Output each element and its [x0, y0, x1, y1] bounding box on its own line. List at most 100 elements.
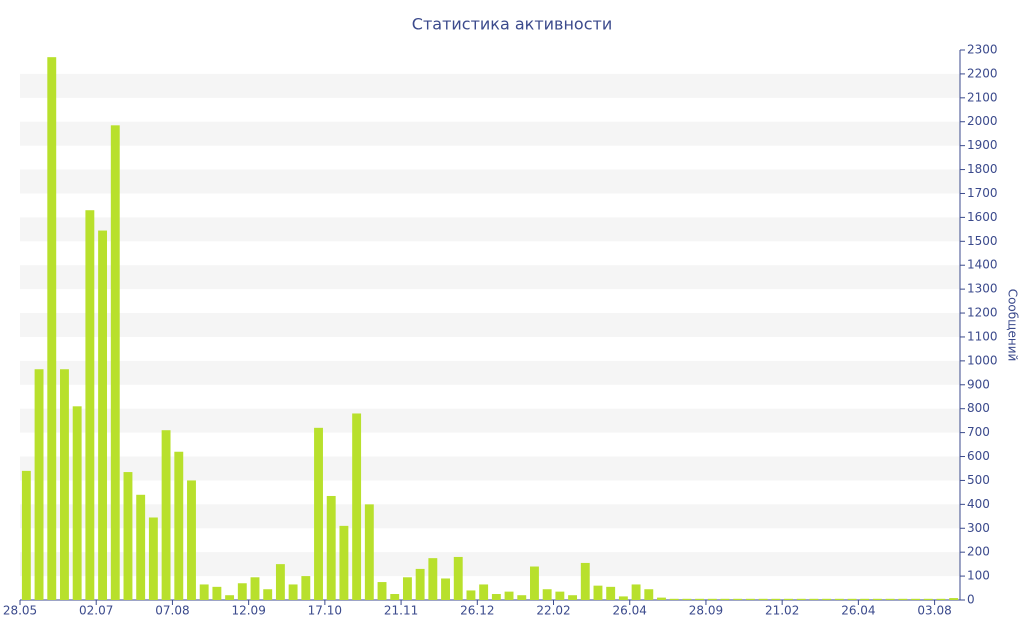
- bar: [288, 584, 298, 600]
- bar: [110, 125, 120, 601]
- bar: [707, 598, 717, 600]
- y-tick-label: 800: [967, 401, 990, 415]
- y-tick-label: 1100: [967, 329, 998, 343]
- bar: [85, 210, 95, 600]
- bar: [644, 589, 654, 600]
- y-tick-label: 1200: [967, 306, 998, 320]
- y-axis-label: Сообщений: [1006, 289, 1020, 362]
- bar: [847, 598, 857, 600]
- y-tick-label: 1900: [967, 138, 998, 152]
- bar: [555, 591, 565, 600]
- bar: [148, 517, 158, 600]
- grid-band: [20, 552, 960, 577]
- bar: [466, 590, 476, 600]
- y-tick-label: 1000: [967, 353, 998, 367]
- y-tick-label: 2100: [967, 90, 998, 104]
- bar: [669, 598, 679, 600]
- bar: [809, 598, 819, 600]
- bar: [34, 369, 44, 600]
- bar: [771, 598, 781, 600]
- bar: [657, 597, 666, 600]
- bar: [225, 595, 235, 600]
- bar: [796, 598, 806, 600]
- bar: [123, 472, 133, 600]
- bar: [618, 596, 628, 600]
- bar: [250, 577, 260, 600]
- grid-band: [20, 313, 960, 337]
- y-tick-label: 1300: [967, 282, 998, 296]
- bar: [504, 591, 514, 600]
- bar: [822, 598, 832, 600]
- x-tick-label: 28.09: [689, 604, 723, 618]
- x-tick-label: 07.08: [155, 604, 189, 618]
- bar: [491, 594, 501, 600]
- y-tick-label: 600: [967, 449, 990, 463]
- bar: [631, 584, 641, 600]
- bar: [517, 595, 527, 600]
- grid-band: [20, 217, 960, 242]
- bar: [377, 582, 387, 600]
- bar: [263, 589, 273, 600]
- y-tick-label: 1600: [967, 210, 998, 224]
- chart-title: Статистика активности: [412, 15, 612, 34]
- y-tick-label: 2300: [967, 43, 998, 57]
- bar: [720, 598, 730, 600]
- x-tick-label: 21.02: [765, 604, 799, 618]
- bar: [21, 470, 31, 600]
- bar: [758, 598, 768, 600]
- bar: [415, 568, 425, 600]
- y-tick-label: 700: [967, 425, 990, 439]
- bar: [428, 558, 438, 600]
- bar: [339, 525, 349, 600]
- x-tick-label: 26.12: [460, 604, 494, 618]
- bar: [911, 598, 920, 600]
- bar: [402, 577, 412, 600]
- bar: [301, 576, 311, 600]
- bar: [237, 583, 247, 600]
- y-tick-label: 2000: [967, 114, 998, 128]
- grid-band: [20, 73, 960, 98]
- bar: [479, 584, 489, 600]
- grid-band: [20, 456, 960, 481]
- grid-band: [20, 121, 960, 146]
- x-tick-label: 22.02: [536, 604, 570, 618]
- bar: [695, 598, 705, 600]
- bar: [326, 495, 336, 600]
- y-tick-label: 100: [967, 569, 990, 583]
- bar: [936, 598, 946, 600]
- x-tick-label: 17.10: [308, 604, 342, 618]
- bar: [47, 57, 57, 601]
- bar: [733, 598, 743, 600]
- bar: [453, 556, 463, 600]
- grid-band: [20, 169, 960, 194]
- x-tick-label: 21.11: [384, 604, 418, 618]
- bar: [161, 430, 171, 600]
- bar: [885, 598, 895, 600]
- x-tick-label: 26.04: [841, 604, 875, 618]
- bar: [949, 598, 959, 600]
- bar: [60, 369, 69, 600]
- y-tick-label: 1700: [967, 186, 998, 200]
- bar: [390, 594, 400, 600]
- x-tick-label: 03.08: [917, 604, 951, 618]
- bar: [606, 586, 616, 600]
- bar: [872, 598, 882, 600]
- x-tick-label: 02.07: [79, 604, 113, 618]
- y-tick-label: 2200: [967, 66, 998, 80]
- grid-band: [20, 408, 960, 433]
- y-tick-label: 200: [967, 545, 990, 559]
- bar: [860, 598, 870, 600]
- bar: [441, 578, 450, 600]
- bar: [314, 427, 323, 600]
- bar: [593, 585, 603, 600]
- grid-band: [20, 265, 960, 290]
- y-tick-label: 400: [967, 497, 990, 511]
- bar: [136, 494, 146, 600]
- bar: [72, 406, 82, 600]
- y-tick-label: 1400: [967, 258, 998, 272]
- bar: [682, 598, 692, 600]
- bar: [174, 451, 184, 600]
- bar: [580, 562, 590, 600]
- bar: [212, 586, 222, 600]
